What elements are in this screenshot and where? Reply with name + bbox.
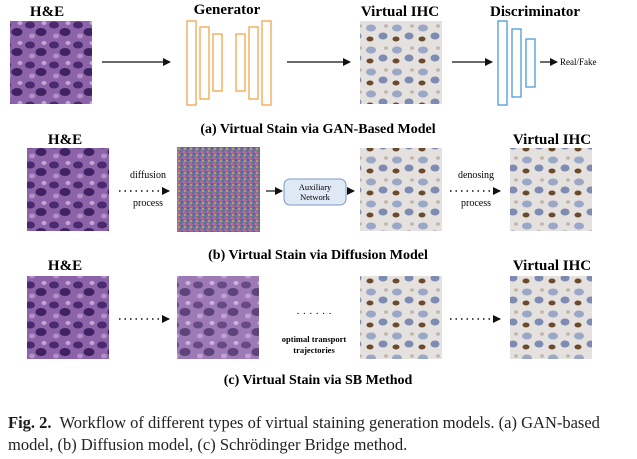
middle-dots: · · · · · · — [296, 308, 332, 320]
intermediate-ihc-image-b — [360, 148, 442, 231]
virtual-ihc-label-b: Virtual IHC — [513, 132, 591, 148]
diffusion-label-1: diffusion — [130, 170, 166, 181]
he-image-b — [27, 148, 109, 231]
figure-caption-text: Workflow of different types of virtual s… — [8, 413, 600, 454]
generator-label: Generator — [194, 2, 261, 18]
intermediate-image-c2 — [360, 276, 442, 359]
virtual-ihc-image-b — [510, 148, 592, 231]
virtual-ihc-label-c: Virtual IHC — [513, 258, 591, 274]
caption-a: (a) Virtual Stain via GAN-Based Model — [200, 122, 435, 137]
he-label-a: H&E — [30, 4, 64, 20]
intermediate-image-c1 — [177, 276, 259, 359]
virtual-ihc-label-a: Virtual IHC — [361, 4, 439, 20]
he-label-b: H&E — [48, 132, 82, 148]
discriminator-network — [497, 20, 536, 106]
noise-image — [177, 147, 260, 232]
he-label-c: H&E — [48, 258, 82, 274]
transport-label-2: trajectories — [293, 345, 335, 355]
aux-label-2: Network — [300, 192, 330, 202]
auxiliary-network-box — [283, 178, 347, 206]
discriminator-label: Discriminator — [490, 4, 580, 20]
transport-label-1: optimal transport — [282, 334, 347, 344]
he-image-a — [10, 21, 92, 104]
denoising-label-1: denosing — [458, 170, 494, 181]
diffusion-label-2: process — [133, 198, 163, 209]
aux-label-1: Auxiliary — [299, 182, 332, 192]
denoising-label-2: process — [461, 198, 491, 209]
caption-b: (b) Virtual Stain via Diffusion Model — [208, 248, 428, 263]
virtual-ihc-image-c — [510, 276, 592, 359]
figure-label: Fig. 2. — [8, 413, 52, 432]
generator-network — [186, 20, 272, 106]
he-image-c — [27, 276, 109, 359]
caption-c: (c) Virtual Stain via SB Method — [224, 373, 413, 388]
figure-caption: Fig. 2. Workflow of different types of v… — [8, 412, 630, 456]
virtual-ihc-image-a — [360, 21, 442, 104]
real-fake-label: Real/Fake — [560, 57, 597, 67]
